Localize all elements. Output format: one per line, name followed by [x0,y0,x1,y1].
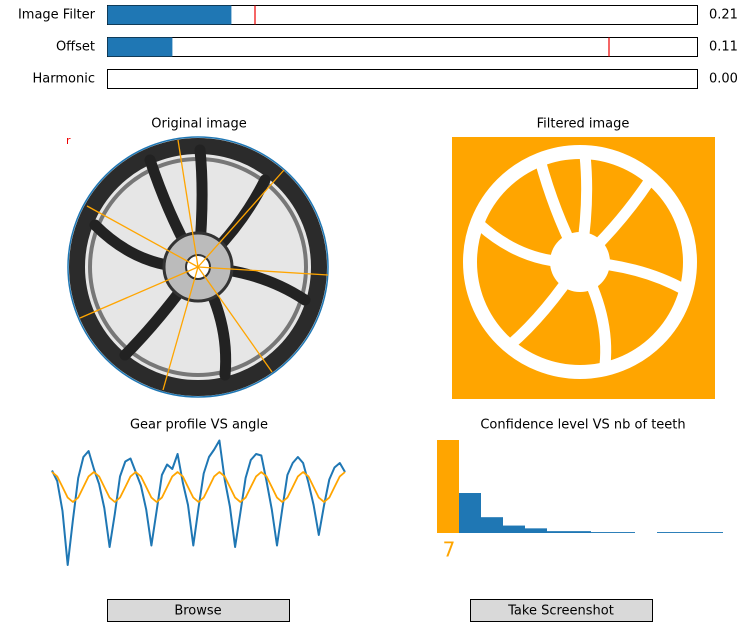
profile-line [51,471,346,503]
chart-title: Confidence level VS nb of teeth [480,418,685,433]
filtered-image [452,137,715,399]
confidence-bar [569,531,591,533]
confidence-bar [547,531,569,533]
slider-track[interactable] [107,69,698,89]
confidence-bar [591,532,613,533]
best-teeth-label: 7 [443,538,456,562]
slider-label: Image Filter [18,8,96,23]
slider-label: Harmonic [33,72,95,87]
marker-text: r [66,134,71,147]
profile-line [51,439,346,566]
confidence-bar [701,532,723,533]
confidence-bar [657,532,679,533]
slider-value: 0.21 [709,8,738,23]
confidence-bar [437,440,459,533]
panel-title: Filtered image [537,117,630,132]
screenshot-button[interactable]: Take Screenshot [470,599,653,622]
slider-value: 0.11 [709,40,738,55]
confidence-bar [679,532,701,533]
chart-title: Gear profile VS angle [130,418,268,433]
slider-value: 0.00 [709,72,738,87]
button-label[interactable]: Browse [174,604,221,619]
button-label[interactable]: Take Screenshot [507,604,614,619]
panel-title: Original image [151,117,247,132]
original-image [67,136,329,398]
confidence-bar [613,532,635,533]
confidence-bar [459,493,481,533]
slider-fill[interactable] [107,37,173,57]
slider-fill[interactable] [107,5,232,25]
browse-button[interactable]: Browse [107,599,290,622]
slider-label: Offset [56,40,95,55]
confidence-bar [503,525,525,533]
confidence-bar [481,517,503,533]
confidence-bar [525,528,547,533]
